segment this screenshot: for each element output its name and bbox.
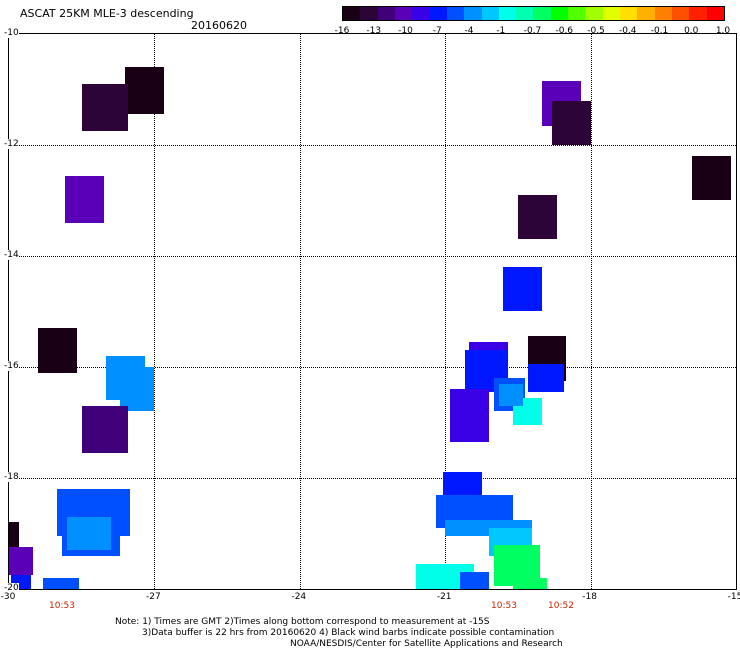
data-cell	[517, 194, 557, 240]
color-scale-swatch	[602, 7, 620, 20]
color-scale-label: -0.7	[523, 26, 542, 36]
color-scale-swatch	[446, 7, 465, 20]
color-scale-swatch	[533, 7, 551, 20]
color-scale-swatch	[343, 7, 361, 20]
data-cell	[551, 100, 591, 145]
color-scale-label: -1	[496, 26, 506, 36]
map-date: 20160620	[191, 19, 247, 32]
note-line-2: 3)Data buffer is 22 hrs from 20160620 4)…	[142, 628, 555, 638]
data-cell	[42, 577, 80, 589]
color-scale-swatch	[464, 7, 482, 20]
color-scale-swatch	[689, 7, 707, 20]
color-scale-label: -16	[334, 26, 350, 36]
data-cell	[513, 577, 547, 589]
color-scale-label: -10	[398, 26, 413, 36]
data-cell	[9, 522, 19, 548]
color-scale-swatch	[550, 7, 569, 20]
latitude-gridline	[9, 145, 736, 146]
latitude-tick-label: -12	[4, 139, 19, 149]
data-cell	[498, 383, 523, 406]
color-scale-swatch	[429, 7, 447, 20]
data-cell	[120, 367, 155, 412]
latitude-tick-label: -10	[4, 28, 19, 38]
color-scale-swatch	[620, 7, 638, 20]
longitude-tick-label: -15	[727, 592, 740, 602]
latitude-gridline	[9, 478, 736, 479]
data-cell	[527, 364, 564, 392]
color-scale-label: -0.4	[618, 26, 637, 36]
color-scale-labels: -16 -13 -10 -7 -4 -1 -0.7 -0.6 -0.5 -0.4 -0.1 0.0 1.…	[330, 26, 735, 38]
data-cell	[503, 267, 543, 312]
time-label: 10:53	[49, 601, 75, 611]
latitude-tick-label: -16	[4, 361, 19, 371]
color-scale-label: -4	[464, 26, 474, 36]
color-scale-label: 0.0	[684, 26, 699, 36]
color-scale-swatch	[654, 7, 672, 20]
longitude-tick-label: -21	[436, 592, 452, 602]
data-cell	[450, 389, 489, 442]
latitude-gridline	[9, 256, 736, 257]
data-cell	[67, 516, 111, 551]
color-scale-label: -0.1	[650, 26, 669, 36]
color-scale-swatch	[412, 7, 430, 20]
color-scale-label: -0.6	[555, 26, 574, 36]
latitude-tick-label: -14	[4, 250, 19, 260]
latitude-tick-label: -18	[4, 472, 19, 482]
color-scale-label: 1.0	[715, 26, 731, 36]
longitude-tick-label: -24	[291, 592, 307, 602]
color-scale-swatch	[481, 7, 499, 20]
note-line-1: Note: 1) Times are GMT 2)Times along bot…	[115, 617, 490, 627]
time-label: 10:52	[548, 601, 574, 611]
data-cell	[692, 156, 732, 201]
color-scale-label: -13	[366, 26, 382, 36]
color-scale-swatch	[671, 7, 690, 20]
data-cell	[9, 547, 34, 576]
longitude-gridline	[299, 34, 301, 589]
color-scale-swatch	[585, 7, 603, 20]
data-cell	[81, 405, 128, 454]
latitude-gridline	[9, 367, 736, 368]
data-cell	[459, 572, 489, 589]
color-scale-label: -0.5	[587, 26, 605, 36]
color-scale-label: -7	[432, 26, 442, 36]
longitude-tick-label: -27	[146, 592, 161, 602]
color-scale-swatch	[568, 7, 586, 20]
data-cell	[81, 83, 128, 132]
longitude-gridline	[590, 34, 592, 589]
color-scale-swatch	[498, 7, 517, 20]
data-cell	[493, 544, 540, 570]
data-cell	[38, 328, 77, 373]
longitude-tick-label: -18	[582, 592, 597, 602]
color-scale-swatch	[394, 7, 413, 20]
color-scale-swatch	[706, 7, 724, 20]
data-cell	[64, 175, 104, 223]
latitude-tick-label: -20	[4, 583, 19, 593]
map-plot-area	[8, 33, 737, 590]
color-scale-bar	[342, 6, 725, 21]
color-scale-swatch	[360, 7, 378, 20]
longitude-gridline	[154, 34, 156, 589]
color-scale-swatch	[637, 7, 655, 20]
longitude-gridline	[445, 34, 447, 589]
color-scale-swatch	[516, 7, 534, 20]
longitude-tick-label: -30	[0, 592, 16, 602]
color-scale-swatch	[377, 7, 395, 20]
time-label: 10:53	[491, 601, 517, 611]
data-cell	[125, 67, 165, 115]
note-line-3: NOAA/NESDIS/Center for Satellite Applica…	[290, 639, 563, 649]
map-title: ASCAT 25KM MLE-3 descending	[20, 7, 194, 20]
